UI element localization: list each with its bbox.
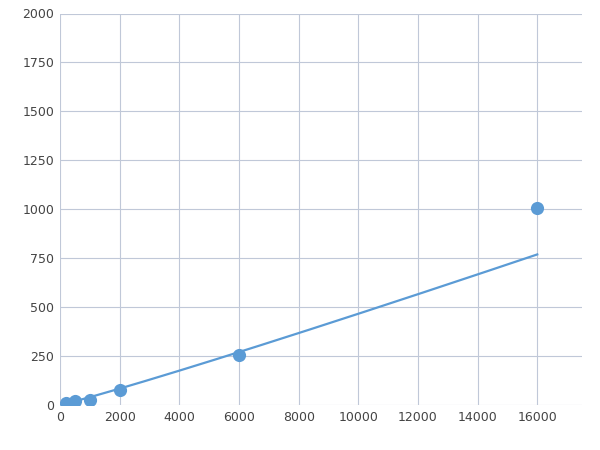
Point [61, 400, 71, 407]
Point [70, 397, 80, 405]
Point [532, 205, 542, 212]
Point [115, 387, 124, 394]
Point [234, 351, 244, 359]
Point [85, 396, 95, 404]
